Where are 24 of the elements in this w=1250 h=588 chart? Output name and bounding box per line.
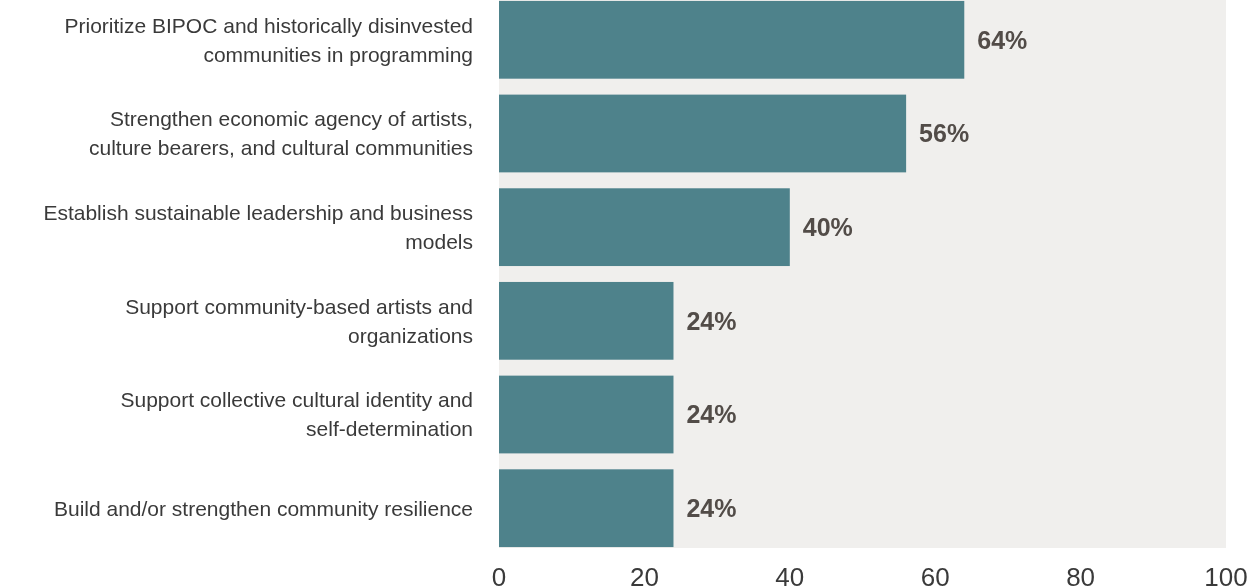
y-tick-label: Strengthen economic agency of artists, culture bearers, and cultural communities: [88, 107, 473, 160]
data-label: 24%: [686, 306, 737, 335]
data-label: 64%: [977, 25, 1028, 54]
x-tick-label: 60: [920, 562, 950, 588]
y-tick-label: Support community-based artists and organizations: [125, 294, 473, 347]
bar: [499, 188, 790, 267]
y-tick-label: Build and/or strengthen community resilience: [53, 496, 473, 520]
bar: [499, 281, 674, 360]
data-label: 40%: [802, 212, 853, 241]
data-label: 24%: [686, 493, 737, 522]
y-tick-label: Support collective cultural identity and self-determination: [120, 388, 473, 441]
y-tick-label: Establish sustainable leadership and business models: [43, 201, 473, 254]
x-tick-label: 100: [1204, 562, 1248, 588]
bar: [499, 375, 674, 454]
data-label: 56%: [919, 119, 970, 148]
x-tick-label: 20: [629, 562, 659, 588]
data-label: 24%: [686, 400, 737, 429]
bar: [499, 94, 907, 173]
bar: [499, 0, 965, 79]
y-tick-label: Prioritize BIPOC and historically disinvested communities in programming: [64, 13, 473, 66]
x-tick-label: 40: [775, 562, 805, 588]
x-tick-label: 80: [1066, 562, 1096, 588]
x-tick-label: 0: [491, 562, 507, 588]
bar: [499, 469, 674, 548]
